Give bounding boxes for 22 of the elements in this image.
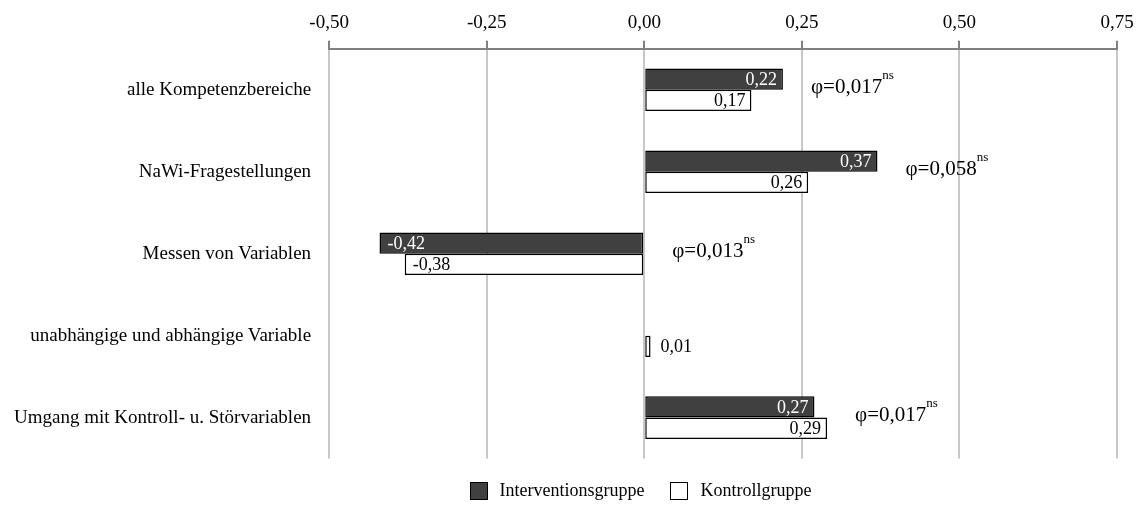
data-label: 0,01 bbox=[660, 336, 693, 357]
data-label: 0,27 bbox=[776, 396, 809, 417]
text: Kontrollgruppe bbox=[700, 480, 812, 501]
y-tick-label: Umgang mit Kontroll- u. Störvariablen bbox=[13, 405, 312, 427]
y-tick-label: unabhängige und abhängige Variable bbox=[30, 323, 312, 345]
y-tick-label: Messen von Variablen bbox=[142, 241, 312, 263]
legend-label: Interventionsgruppe bbox=[499, 480, 645, 501]
data-label: 0,22 bbox=[745, 68, 777, 89]
x-tick-label: 0,25 bbox=[785, 11, 819, 33]
data-label: -0,42 bbox=[387, 232, 426, 253]
x-tick-label: 0,00 bbox=[627, 11, 661, 33]
data-label: 0,29 bbox=[789, 418, 822, 439]
x-tick-label: 0,75 bbox=[1100, 11, 1134, 33]
x-tick-label: 0,50 bbox=[942, 11, 977, 33]
data-label: 0,26 bbox=[770, 172, 803, 193]
data-label: -0,38 bbox=[412, 254, 451, 275]
data-label: 0,17 bbox=[713, 90, 746, 111]
x-tick-label: -0,50 bbox=[309, 11, 349, 33]
data-label: 0,37 bbox=[839, 150, 872, 171]
y-tick-label: alle Kompetenzbereiche bbox=[126, 77, 312, 99]
y-tick-label: NaWi-Fragestellungen bbox=[138, 159, 312, 181]
x-tick-label: -0,25 bbox=[466, 11, 507, 33]
